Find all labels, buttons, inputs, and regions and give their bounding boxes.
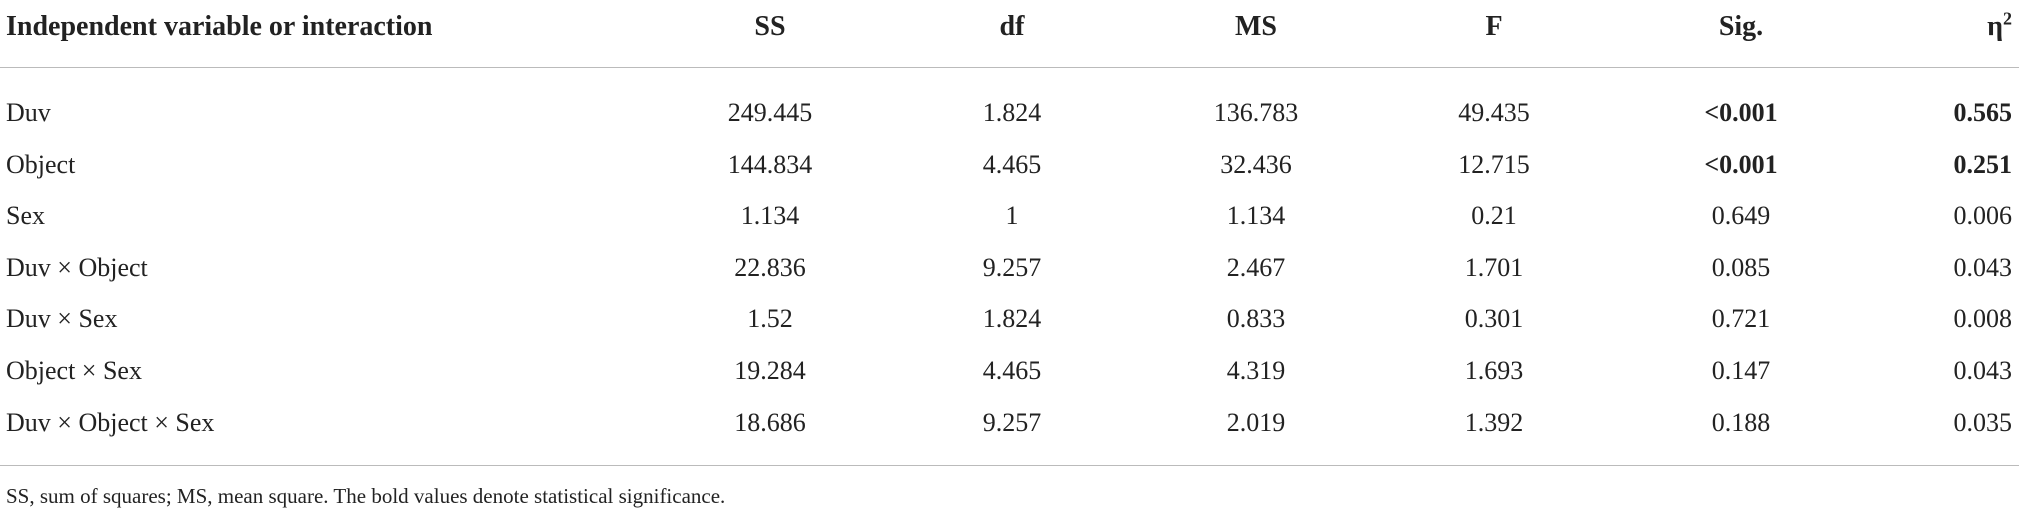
bottom-rule: [0, 465, 2019, 466]
table-cell: 1.701: [1464, 252, 1524, 282]
table-cell: 2.019: [1226, 407, 1286, 437]
row-label: Sex: [6, 201, 45, 231]
table-cell: <0.001: [1704, 98, 1778, 127]
header-rule: [0, 67, 2019, 68]
table-cell: 0.565: [1953, 98, 2013, 127]
table-cell: 0.649: [1711, 201, 1771, 231]
header-cell: MS: [1235, 11, 1277, 42]
table-cell: 0.721: [1711, 304, 1771, 334]
table-cell: 0.21: [1471, 201, 1517, 231]
row-label: Duv × Object × Sex: [6, 407, 215, 437]
table-cell: 1.693: [1464, 356, 1524, 385]
table-cell: 19.284: [734, 356, 806, 385]
table-cell: 18.686: [734, 407, 806, 437]
table-cell: 1.134: [1226, 201, 1286, 231]
row-label: Duv × Object: [6, 252, 148, 282]
table-cell: 1.392: [1464, 407, 1524, 437]
table-cell: 144.834: [727, 149, 813, 179]
table-cell: 9.257: [982, 252, 1042, 282]
row-label: Object × Sex: [6, 356, 142, 385]
superscript: 2: [2003, 8, 2012, 29]
table-cell: 49.435: [1458, 98, 1530, 127]
table-cell: 0.085: [1711, 252, 1771, 282]
footnote: SS, sum of squares; MS, mean square. The…: [6, 484, 726, 508]
table-cell: 249.445: [727, 98, 813, 127]
table-cell: 0.301: [1464, 304, 1524, 334]
table-cell: 0.147: [1711, 356, 1771, 385]
header-cell: SS: [754, 11, 786, 42]
table-cell: 1: [1005, 201, 1019, 231]
table-cell: 0.043: [1953, 356, 2013, 385]
table-cell: 9.257: [982, 407, 1042, 437]
header-cell: Sig.: [1718, 11, 1764, 42]
table-cell: 2.467: [1226, 252, 1286, 282]
table-cell: 0.008: [1953, 304, 2013, 334]
table-cell: 22.836: [734, 252, 806, 282]
table-cell: 4.319: [1226, 356, 1286, 385]
table-cell: 4.465: [982, 356, 1042, 385]
table-cell: 136.783: [1213, 98, 1299, 127]
table-cell: 0.188: [1711, 407, 1771, 437]
table-cell: 0.833: [1226, 304, 1286, 334]
row-label: Duv: [6, 98, 51, 127]
header-cell: F: [1485, 11, 1503, 42]
table-cell: 1.134: [740, 201, 800, 231]
header-text: η: [1987, 11, 2003, 42]
row-label: Object: [6, 149, 76, 179]
table-cell: <0.001: [1704, 149, 1778, 179]
table-cell: 1.824: [982, 98, 1042, 127]
table-cell: 0.043: [1953, 252, 2013, 282]
header-cell: η2: [1987, 8, 2012, 42]
table-cell: 12.715: [1458, 149, 1530, 179]
table-cell: 0.035: [1953, 407, 2013, 437]
header-cell: df: [999, 11, 1025, 42]
header-cell: Independent variable or interaction: [6, 11, 433, 42]
table-cell: 0.251: [1953, 149, 2013, 179]
table-cell: 1.52: [747, 304, 793, 334]
table-cell: 0.006: [1953, 201, 2013, 231]
table-cell: 1.824: [982, 304, 1042, 334]
row-label: Duv × Sex: [6, 304, 118, 334]
table-cell: 4.465: [982, 149, 1042, 179]
table-cell: 32.436: [1220, 149, 1292, 179]
